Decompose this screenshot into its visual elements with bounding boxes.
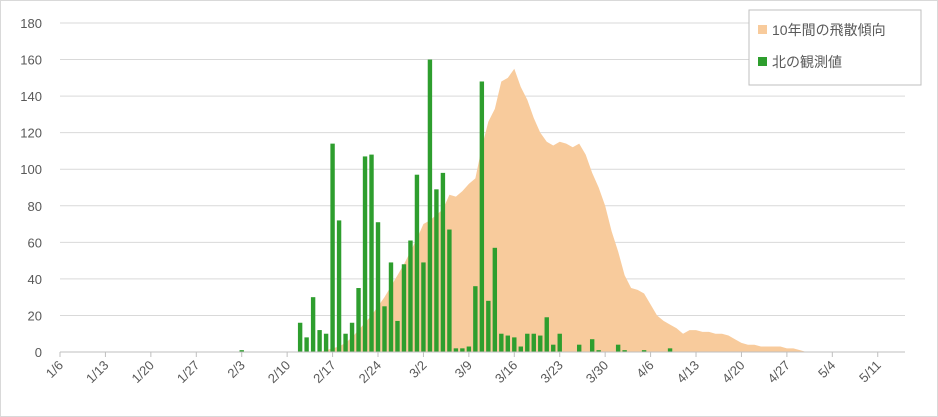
bar	[369, 154, 374, 352]
bar	[641, 350, 647, 352]
y-tick-label: 100	[20, 162, 42, 177]
bar	[427, 59, 433, 353]
bar	[577, 344, 582, 352]
bar	[596, 350, 601, 352]
bar	[323, 333, 329, 352]
bar	[473, 286, 478, 352]
y-tick-label: 180	[20, 16, 42, 31]
bar	[512, 337, 517, 352]
bar	[408, 240, 413, 352]
y-tick-label: 160	[20, 53, 42, 68]
y-tick-label: 60	[28, 235, 42, 250]
bar	[453, 348, 459, 352]
bar	[538, 335, 543, 352]
legend-box	[748, 9, 922, 86]
y-tick-label: 40	[28, 272, 42, 287]
legend-label: 北の観測値	[772, 54, 842, 70]
bar	[466, 346, 472, 352]
bar	[362, 156, 368, 352]
bar	[460, 348, 465, 352]
bar	[434, 189, 439, 352]
y-tick-label: 0	[35, 345, 42, 360]
y-tick-label: 20	[28, 308, 42, 323]
bar	[304, 337, 309, 352]
legend-label: 10年間の飛散傾向	[772, 22, 886, 38]
bar	[531, 333, 536, 352]
bar	[375, 222, 381, 352]
bar	[557, 333, 562, 352]
bar	[401, 264, 407, 352]
bar	[440, 172, 446, 352]
bar	[525, 333, 530, 352]
bar	[336, 220, 342, 352]
y-tick-label: 140	[20, 89, 42, 104]
bar	[544, 317, 549, 352]
bar	[499, 333, 504, 352]
bar	[479, 81, 485, 352]
bar	[505, 335, 511, 352]
y-tick-label: 80	[28, 199, 42, 214]
bar	[667, 348, 673, 352]
bar	[447, 229, 452, 352]
bar	[388, 262, 394, 352]
bar	[356, 288, 361, 352]
y-tick-label: 120	[20, 126, 42, 141]
bar	[239, 350, 244, 352]
legend-swatch	[758, 25, 767, 34]
bar	[486, 300, 491, 352]
bar	[317, 330, 322, 352]
bar	[382, 306, 387, 352]
area	[60, 68, 898, 352]
bar	[551, 344, 556, 352]
bar	[395, 320, 400, 352]
bar	[492, 247, 498, 352]
bar	[414, 174, 420, 352]
bar	[421, 262, 426, 352]
bar	[310, 297, 316, 352]
bar	[615, 344, 621, 352]
bar	[518, 346, 523, 352]
bar	[349, 322, 355, 352]
legend-swatch	[758, 57, 767, 66]
bar	[297, 322, 303, 352]
bar	[343, 333, 348, 352]
bar	[589, 339, 595, 352]
bar	[622, 350, 627, 352]
bar	[330, 143, 335, 352]
